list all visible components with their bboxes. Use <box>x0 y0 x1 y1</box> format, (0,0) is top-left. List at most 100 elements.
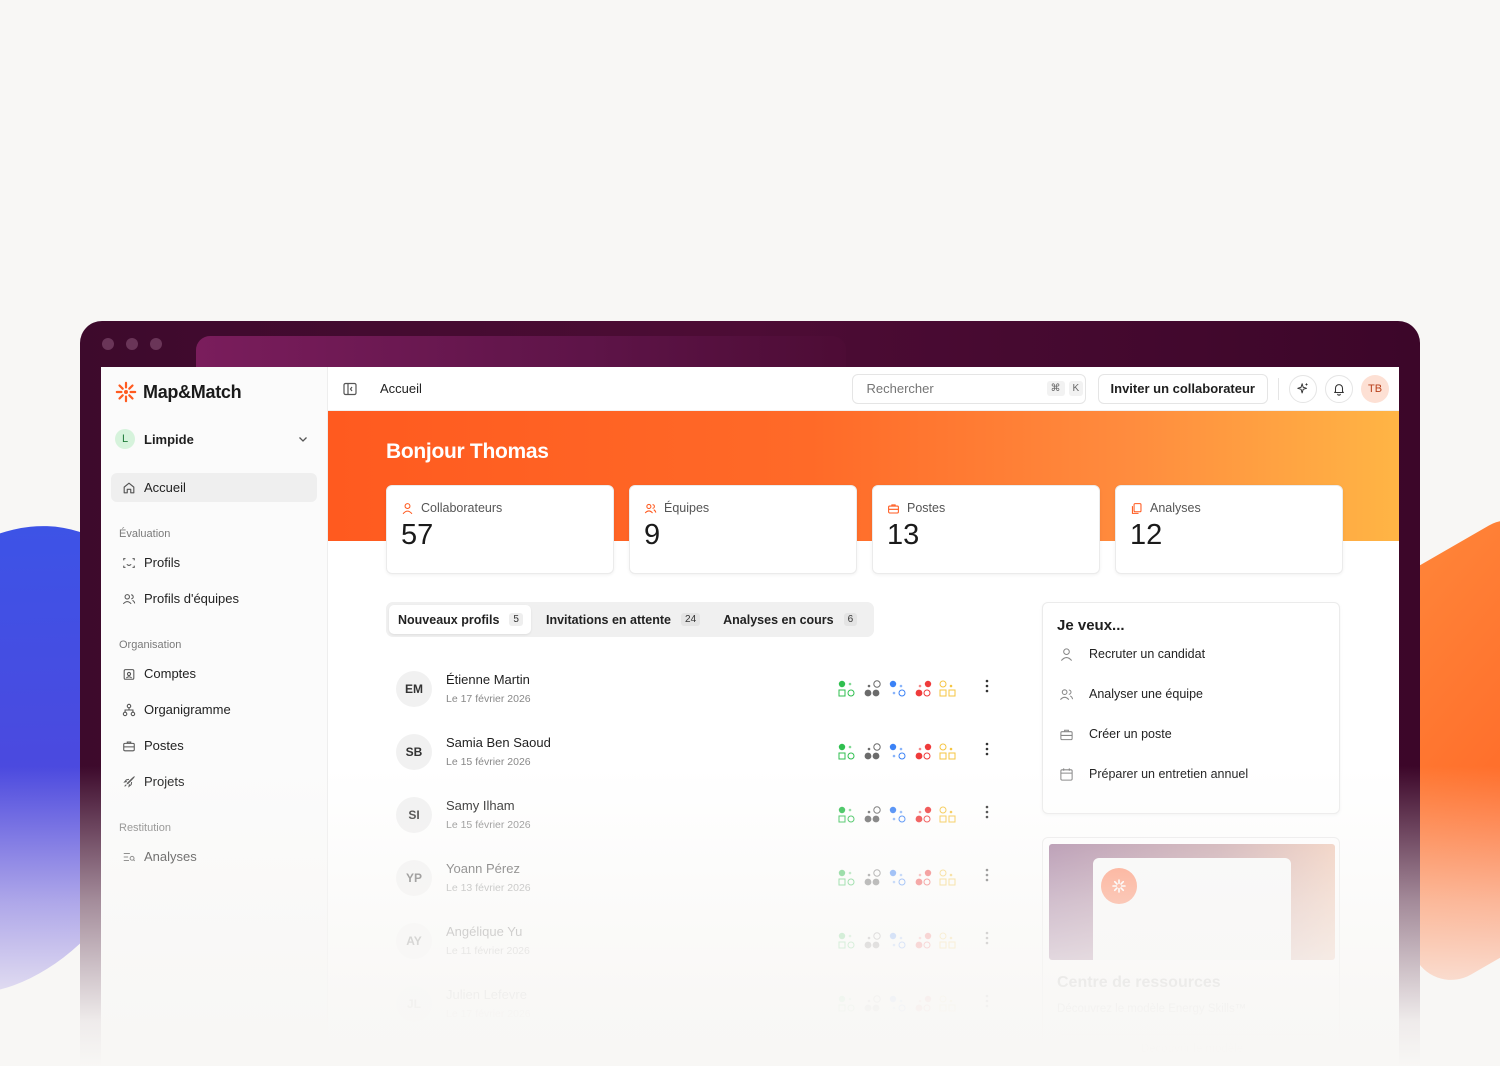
action-preparer-entretien[interactable]: Préparer un entretien annuel <box>1043 754 1339 794</box>
notifications-button[interactable] <box>1325 374 1353 403</box>
action-analyser-equipe[interactable]: Analyser une équipe <box>1043 674 1339 714</box>
breadcrumb[interactable]: Accueil <box>380 381 422 396</box>
sidebar-item-profils-equipes[interactable]: Profils d'équipes <box>111 584 317 613</box>
window-maximize-dot[interactable] <box>150 338 162 350</box>
profile-avatar: SB <box>396 733 432 770</box>
profile-date: Le 17 février 2026 <box>446 693 531 705</box>
user-avatar[interactable]: TB <box>1361 374 1389 403</box>
energy-profile-glyph-icon <box>838 806 956 823</box>
profile-info: Samy Ilham Le 15 février 2026 <box>446 798 531 831</box>
stat-label: Équipes <box>664 501 710 515</box>
stat-label: Collaborateurs <box>421 501 503 515</box>
stat-value: 13 <box>887 519 920 551</box>
action-label: Créer un poste <box>1089 727 1172 741</box>
profile-row[interactable]: JL Julien Lefevre Le 17 février 2026 <box>396 972 996 1035</box>
stat-label: Postes <box>907 501 946 515</box>
more-options-icon[interactable] <box>985 1057 989 1066</box>
sidebar-item-label: Analyses <box>144 849 197 864</box>
tab-label: Nouveaux profils <box>398 612 500 627</box>
more-options-icon[interactable] <box>985 679 989 693</box>
energy-profile-glyph-icon <box>838 932 956 949</box>
briefcase-icon <box>888 503 899 513</box>
stat-value: 12 <box>1130 519 1163 551</box>
stat-card-analyses[interactable]: Analyses 12 <box>1115 485 1343 574</box>
resource-preview-image <box>1049 844 1335 960</box>
energy-profile-glyph-icon <box>838 869 956 886</box>
workspace-switcher[interactable]: L Limpide <box>111 427 317 451</box>
resource-logo-icon <box>1101 868 1137 904</box>
sidebar-item-accueil[interactable]: Accueil <box>111 473 317 502</box>
resource-center-card[interactable]: Centre de ressources Découvrez le modèle… <box>1042 837 1340 1066</box>
discover-model-button[interactable]: Découvrir le modèle <box>1057 1034 1327 1064</box>
more-options-icon[interactable] <box>985 868 989 882</box>
shortcut-key: K <box>1068 381 1084 396</box>
shortcut-mod-key: ⌘ <box>1046 381 1065 396</box>
profile-date: Le 15 février 2026 <box>446 756 531 768</box>
window-controls <box>102 338 162 350</box>
energy-profile-glyph-icon <box>838 1058 953 1066</box>
sidebar-item-organigramme[interactable]: Organigramme <box>111 695 317 724</box>
resource-title: Centre de ressources <box>1057 974 1221 991</box>
window-close-dot[interactable] <box>102 338 114 350</box>
stat-card-postes[interactable]: Postes 13 <box>872 485 1100 574</box>
profile-name: Étienne Martin <box>446 672 530 687</box>
sidebar-item-comptes[interactable]: Comptes <box>111 659 317 688</box>
ai-assistant-button[interactable] <box>1289 374 1317 403</box>
sidebar: Map&Match L Limpide Accueil Évaluation P… <box>101 367 328 1066</box>
sidebar-item-postes[interactable]: Postes <box>111 731 317 760</box>
profile-avatar: SI <box>396 796 432 833</box>
more-options-icon[interactable] <box>985 805 989 819</box>
topbar: Accueil ⌘ K Inviter un collaborateur TB <box>328 367 1399 411</box>
more-options-icon[interactable] <box>985 931 989 945</box>
profile-list: EM Étienne Martin Le 17 février 2026 <box>396 657 996 1066</box>
action-recruter-candidat[interactable]: Recruter un candidat <box>1043 634 1339 674</box>
tab-nouveaux-profils[interactable]: Nouveaux profils 5 <box>389 605 531 634</box>
stat-value: 9 <box>644 519 661 551</box>
profile-info: Yoann Pérez Le 13 février 2026 <box>446 861 531 894</box>
org-chart-icon <box>122 703 136 716</box>
search-input[interactable] <box>866 381 1043 396</box>
sparkle-icon <box>1297 382 1308 393</box>
section-label-restitution: Restitution <box>119 822 171 834</box>
sidebar-item-analyses[interactable]: Analyses <box>111 842 317 871</box>
tab-invitations-en-attente[interactable]: Invitations en attente 24 <box>537 605 708 634</box>
briefcase-icon <box>123 741 135 751</box>
window-minimize-dot[interactable] <box>126 338 138 350</box>
profile-name: Samia Ben Saoud <box>446 735 551 750</box>
profile-row[interactable]: YP Yoann Pérez Le 13 février 2026 <box>396 846 996 909</box>
profile-row[interactable]: SI Samy Ilham Le 15 février 2026 <box>396 783 996 846</box>
invite-collaborator-button[interactable]: Inviter un collaborateur <box>1097 373 1268 404</box>
search-box[interactable]: ⌘ K <box>851 373 1086 404</box>
action-creer-poste[interactable]: Créer un poste <box>1043 714 1339 754</box>
profile-row[interactable]: EM Étienne Martin Le 17 février 2026 <box>396 657 996 720</box>
map-match-logo-icon <box>115 381 137 403</box>
profile-row[interactable]: Clara Dupont <box>396 1035 996 1066</box>
stat-label: Analyses <box>1150 501 1201 515</box>
more-options-icon[interactable] <box>985 994 989 1008</box>
tab-analyses-en-cours[interactable]: Analyses en cours 6 <box>714 605 865 634</box>
main-content: Accueil ⌘ K Inviter un collaborateur TB <box>328 367 1399 1066</box>
stat-card-collaborateurs[interactable]: Collaborateurs 57 <box>386 485 614 574</box>
stat-card-equipes[interactable]: Équipes 9 <box>629 485 857 574</box>
profile-row[interactable]: AY Angélique Yu Le 11 février 2026 <box>396 909 996 972</box>
bell-icon <box>1334 383 1344 396</box>
profile-avatar: YP <box>396 859 432 896</box>
profile-row[interactable]: SB Samia Ben Saoud Le 15 février 2026 <box>396 720 996 783</box>
sidebar-toggle-icon[interactable] <box>342 381 358 397</box>
brand-logo[interactable]: Map&Match <box>115 381 317 403</box>
sidebar-item-projets[interactable]: Projets <box>111 767 317 796</box>
profile-info: Julien Lefevre Le 17 février 2026 <box>446 987 531 1020</box>
energy-profile-glyph-icon <box>838 680 956 697</box>
profile-scan-icon <box>123 557 135 568</box>
tab-label: Invitations en attente <box>545 612 672 627</box>
tab-count-badge: 5 <box>509 613 523 626</box>
profile-name: Julien Lefevre <box>446 987 527 1002</box>
sidebar-item-label: Organigramme <box>144 702 231 717</box>
more-options-icon[interactable] <box>985 742 989 756</box>
sidebar-item-profils[interactable]: Profils <box>111 548 317 577</box>
user-icon <box>402 502 413 514</box>
home-icon <box>123 482 135 493</box>
users-icon <box>644 503 657 513</box>
chevron-down-icon <box>299 437 307 442</box>
users-icon <box>122 593 136 604</box>
